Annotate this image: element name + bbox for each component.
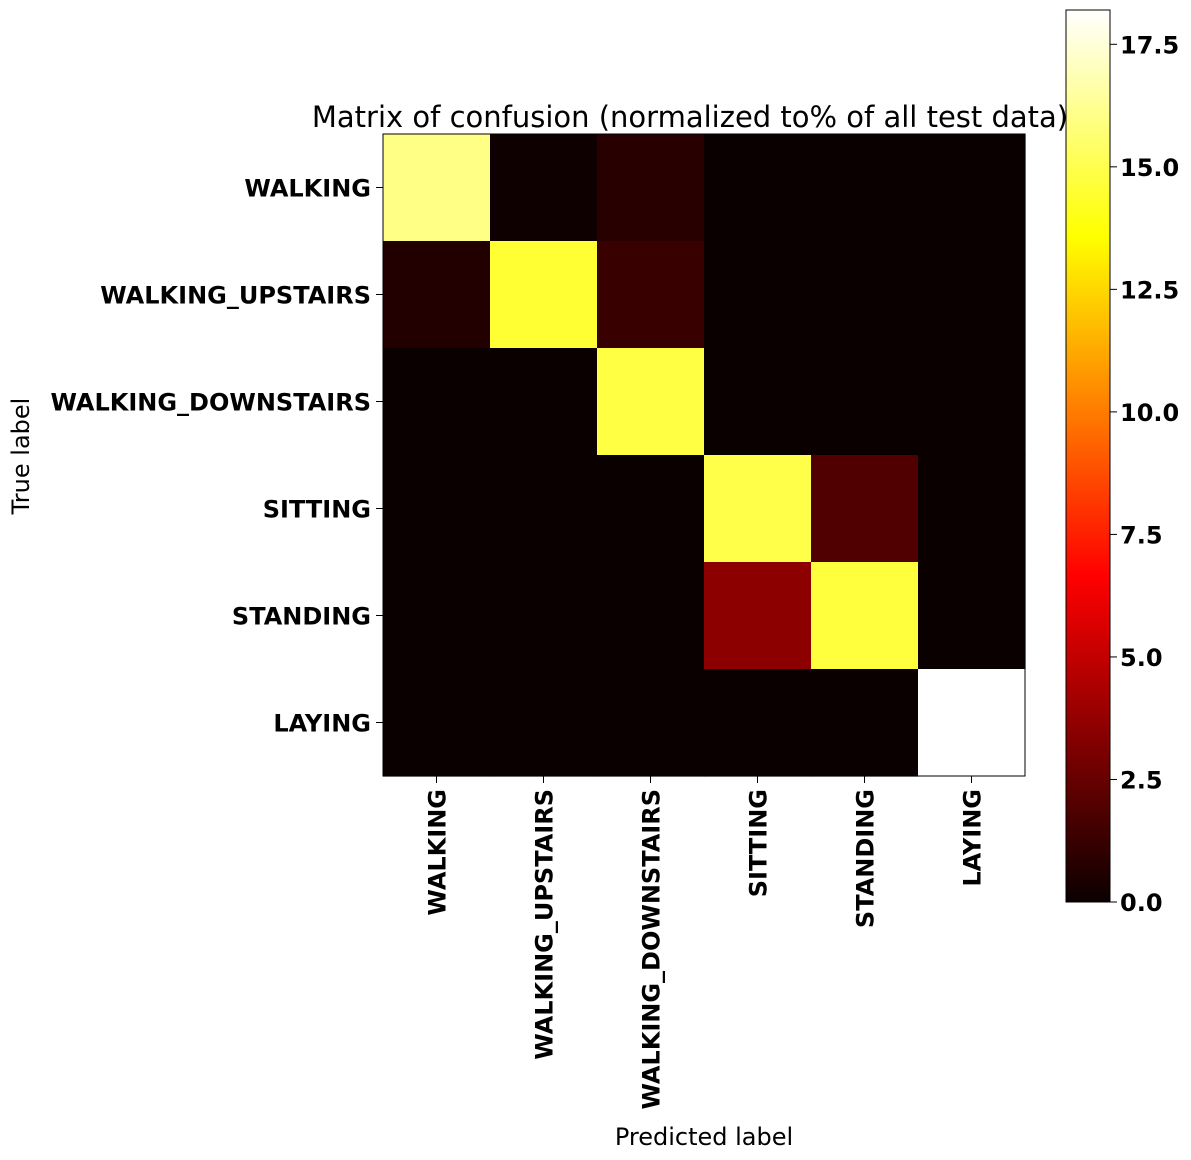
heatmap-cell: [704, 669, 812, 777]
colorbar: 0.0 2.5 5.0 7.5 10.0 12.5 15.0 17.5: [1065, 9, 1179, 917]
y-tick-label: LAYING: [273, 710, 371, 738]
heatmap-cell: [490, 669, 598, 777]
heatmap-cell: [383, 455, 491, 563]
plot-frame: [382, 133, 1026, 777]
chart-title: Matrix of confusion (normalized to% of a…: [312, 100, 1068, 134]
y-tick-label: WALKING_UPSTAIRS: [100, 282, 371, 310]
heatmap-cell: [490, 348, 598, 456]
y-axis-ticks: WALKING WALKING_UPSTAIRS WALKING_DOWNSTAIR…: [50, 175, 383, 738]
heatmap-cell: [597, 134, 705, 242]
heatmap-cell: [704, 134, 812, 242]
heatmap-cell: [811, 348, 919, 456]
y-tick-label: WALKING_DOWNSTAIRS: [50, 389, 371, 417]
heatmap-cell: [490, 241, 598, 349]
heatmap-cell: [918, 669, 1026, 777]
heatmap-cell: [597, 241, 705, 349]
heatmap-cell: [490, 455, 598, 563]
heatmap-cell: [490, 562, 598, 670]
heatmap-cell: [811, 134, 919, 242]
heatmap-cell: [811, 455, 919, 563]
heatmap-cell: [597, 348, 705, 456]
x-axis-ticks: WALKING WALKING_UPSTAIRS WALKING_DOWNSTAIR…: [424, 776, 987, 1110]
heatmap-cell: [704, 562, 812, 670]
heatmap-cell: [918, 348, 1026, 456]
colorbar-tick-label: 0.0: [1120, 889, 1163, 917]
colorbar-tick-label: 15.0: [1120, 154, 1179, 182]
y-axis-label: True label: [7, 398, 35, 516]
heatmap-cell: [811, 241, 919, 349]
heatmap-cell: [490, 134, 598, 242]
colorbar-ticks: 0.0 2.5 5.0 7.5 10.0 12.5 15.0 17.5: [1110, 31, 1179, 917]
heatmap-cell: [811, 669, 919, 777]
colorbar-tick-label: 10.0: [1120, 399, 1179, 427]
heatmap-cell: [597, 562, 705, 670]
heatmap-cell: [704, 455, 812, 563]
heatmap-cell: [383, 669, 491, 777]
heatmap-cell: [704, 241, 812, 349]
heatmap-cell: [383, 241, 491, 349]
heatmap-cell: [597, 669, 705, 777]
x-axis-label: Predicted label: [615, 1123, 793, 1151]
heatmap-cell: [918, 134, 1026, 242]
heatmap-cell: [918, 455, 1026, 563]
heatmap-cell: [383, 134, 491, 242]
y-tick-label: SITTING: [263, 496, 371, 524]
heatmap-cell: [597, 455, 705, 563]
heatmap-cell: [704, 348, 812, 456]
x-tick-label: SITTING: [745, 789, 773, 897]
colorbar-tick-label: 12.5: [1120, 276, 1179, 304]
colorbar-tick-label: 5.0: [1120, 644, 1163, 672]
colorbar-tick-label: 7.5: [1120, 521, 1163, 549]
chart-title-group: Matrix of confusion (normalized to% of a…: [312, 100, 1068, 134]
x-tick-label: STANDING: [852, 789, 880, 928]
y-tick-label: STANDING: [232, 603, 371, 631]
heatmap-cell: [918, 241, 1026, 349]
heatmap-cell: [918, 562, 1026, 670]
heatmap-cell: [383, 348, 491, 456]
x-tick-label: LAYING: [959, 789, 987, 887]
x-tick-label: WALKING_UPSTAIRS: [531, 789, 559, 1060]
colorbar-tick-label: 17.5: [1120, 31, 1179, 59]
heatmap-cell: [383, 562, 491, 670]
x-tick-label: WALKING: [424, 789, 452, 916]
heatmap-cells: [383, 134, 1026, 777]
colorbar-gradient: [1065, 9, 1111, 903]
x-tick-label: WALKING_DOWNSTAIRS: [638, 789, 666, 1110]
colorbar-tick-label: 2.5: [1120, 766, 1163, 794]
y-tick-label: WALKING: [244, 175, 371, 203]
heatmap-cell: [811, 562, 919, 670]
